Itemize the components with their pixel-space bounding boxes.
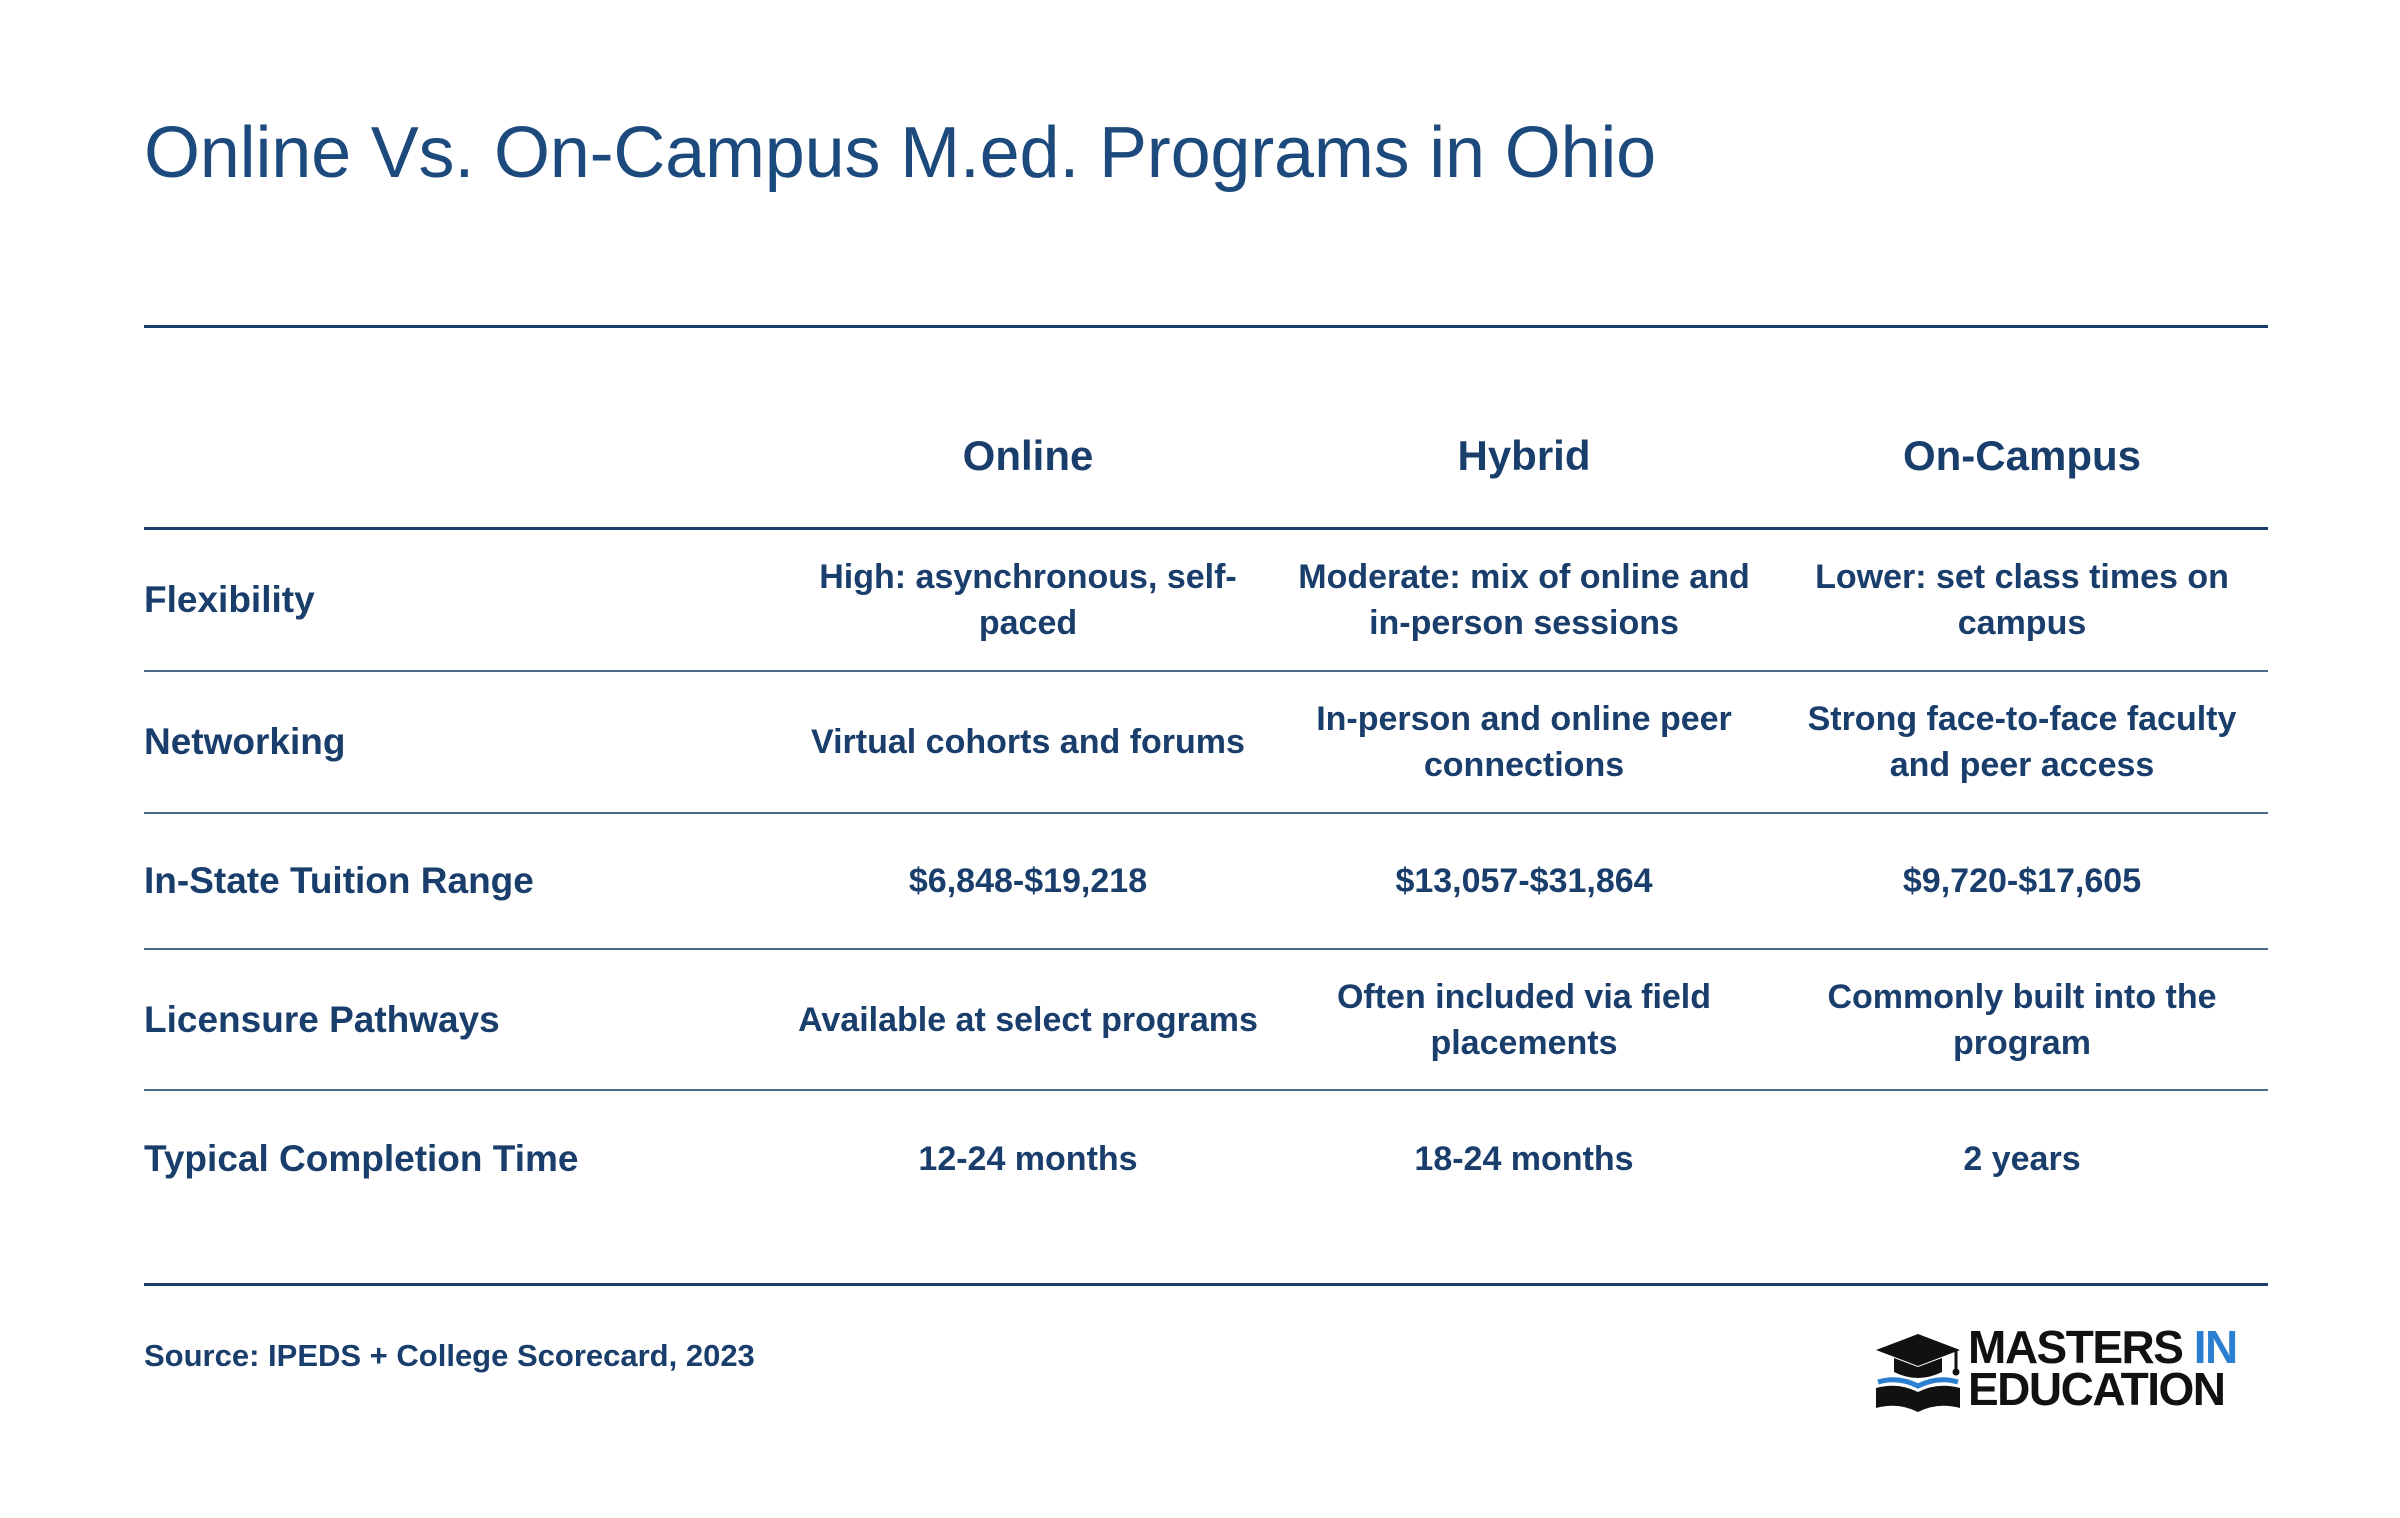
page-title: Online Vs. On-Campus M.ed. Programs in O… [144, 113, 1656, 193]
cell-hybrid-networking: In-person and online peer connections [1316, 700, 1732, 784]
row-label-completion-time: Typical Completion Time [144, 1137, 579, 1179]
row-divider [144, 812, 2268, 814]
logo-word-in: IN [2193, 1321, 2239, 1373]
source-note: Source: IPEDS + College Scorecard, 2023 [144, 1338, 755, 1373]
column-header-hybrid: Hybrid [1457, 432, 1591, 479]
cell-hybrid-licensure: Often included via field placements [1336, 977, 1712, 1062]
logo-word-education: EDUCATION [1968, 1363, 2226, 1415]
cell-on-campus-licensure: Commonly built into the program [1827, 977, 2217, 1062]
row-label-licensure: Licensure Pathways [144, 998, 500, 1040]
top-divider [144, 325, 2268, 328]
cell-on-campus-networking: Strong face-to-face faculty and peer acc… [1807, 700, 2237, 784]
cell-on-campus-flexibility: Lower: set class times on campus [1815, 557, 2229, 642]
cell-hybrid-completion-time: 18-24 months [1414, 1139, 1634, 1178]
column-header-on-campus: On-Campus [1902, 432, 2141, 479]
cell-online-flexibility: High: asynchronous, self-paced [819, 557, 1237, 642]
logo-wordmark: MASTERS IN EDUCATION [1968, 1324, 2238, 1415]
header-divider [144, 527, 2268, 530]
logo-word-masters: MASTERS [1968, 1321, 2184, 1373]
cell-hybrid-tuition: $13,057-$31,864 [1395, 862, 1653, 900]
cell-hybrid-flexibility: Moderate: mix of online and in-person se… [1298, 557, 1750, 642]
cell-online-licensure: Available at select programs [798, 1000, 1258, 1039]
row-divider [144, 948, 2268, 950]
graduation-cap-book-icon [1876, 1334, 1960, 1412]
row-divider [144, 1089, 2268, 1091]
row-label-flexibility: Flexibility [144, 578, 315, 620]
cell-online-networking: Virtual cohorts and forums [811, 723, 1245, 761]
column-header-online: Online [962, 432, 1094, 479]
brand-logo: MASTERS IN EDUCATION [1872, 1324, 2272, 1416]
cell-online-completion-time: 12-24 months [918, 1139, 1138, 1178]
bottom-divider [144, 1283, 2268, 1286]
cell-on-campus-completion-time: 2 years [1963, 1139, 2081, 1178]
cell-online-tuition: $6,848-$19,218 [908, 862, 1148, 900]
row-label-tuition: In-State Tuition Range [144, 860, 534, 901]
row-divider [144, 670, 2268, 672]
row-label-networking: Networking [144, 721, 346, 762]
cell-on-campus-tuition: $9,720-$17,605 [1902, 862, 2142, 900]
